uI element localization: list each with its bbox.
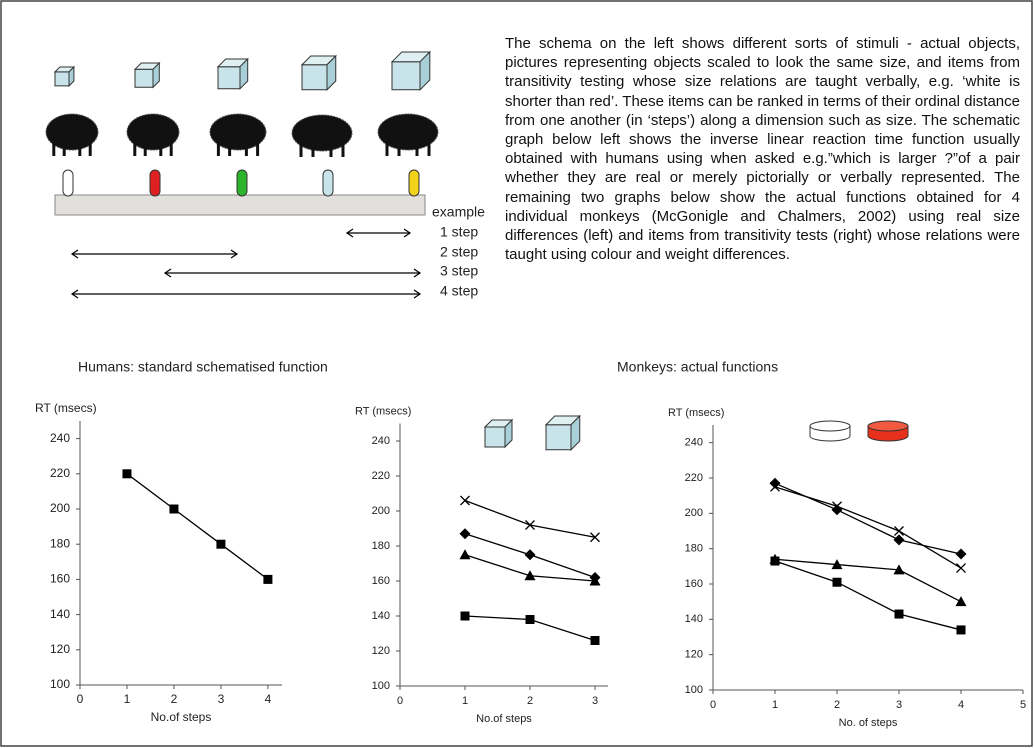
step-label: 4 step bbox=[440, 283, 478, 299]
y-tick-label: 140 bbox=[50, 607, 70, 621]
y-tick-label: 120 bbox=[685, 649, 703, 661]
marker-x bbox=[895, 527, 904, 536]
section-title: Monkeys: actual functions bbox=[617, 359, 778, 375]
marker-x bbox=[461, 496, 470, 505]
cube bbox=[546, 425, 571, 450]
y-tick-label: 180 bbox=[372, 540, 390, 552]
marker-diamond bbox=[894, 534, 905, 545]
y-tick-label: 220 bbox=[372, 470, 390, 482]
peg bbox=[323, 170, 333, 196]
y-tick-label: 140 bbox=[372, 610, 390, 622]
marker-diamond bbox=[460, 528, 471, 539]
cube bbox=[135, 69, 153, 87]
marker-diamond bbox=[770, 478, 781, 489]
x-tick-label: 0 bbox=[77, 692, 84, 706]
marker-square bbox=[771, 557, 780, 566]
x-tick-label: 0 bbox=[710, 699, 716, 711]
y-axis-label: RT (msecs) bbox=[355, 405, 411, 417]
marker-square bbox=[461, 612, 470, 621]
y-tick-label: 140 bbox=[685, 613, 703, 625]
legend-icons bbox=[810, 421, 908, 441]
marker-square bbox=[216, 540, 225, 549]
y-tick-label: 100 bbox=[372, 680, 390, 692]
x-tick-label: 0 bbox=[397, 695, 403, 707]
x-axis-label: No.of steps bbox=[151, 710, 212, 724]
series-line bbox=[775, 559, 961, 601]
y-tick-label: 120 bbox=[50, 642, 70, 656]
peg bbox=[150, 170, 160, 196]
marker-triangle bbox=[956, 596, 967, 606]
x-tick-label: 3 bbox=[592, 695, 598, 707]
y-axis-label: RT (msecs) bbox=[668, 407, 724, 419]
marker-diamond bbox=[832, 504, 843, 515]
peg bbox=[63, 170, 73, 196]
marker-triangle bbox=[525, 570, 536, 580]
x-tick-label: 2 bbox=[527, 695, 533, 707]
y-tick-label: 220 bbox=[50, 466, 70, 480]
x-tick-label: 1 bbox=[462, 695, 468, 707]
schema: example 1 step 2 step 3 step 4 step bbox=[55, 195, 485, 299]
marker-square bbox=[122, 469, 131, 478]
example-label: example bbox=[432, 204, 485, 220]
x-tick-label: 4 bbox=[958, 699, 964, 711]
y-tick-label: 220 bbox=[685, 472, 703, 484]
marker-square bbox=[526, 615, 535, 624]
marker-diamond bbox=[525, 549, 536, 560]
cube bbox=[302, 65, 327, 90]
peg bbox=[409, 170, 419, 196]
series-line bbox=[127, 474, 268, 580]
series-line bbox=[775, 561, 961, 630]
y-tick-label: 160 bbox=[685, 578, 703, 590]
y-tick-label: 180 bbox=[685, 543, 703, 555]
marker-triangle bbox=[460, 549, 471, 559]
marker-square bbox=[263, 575, 272, 584]
step-label: 2 step bbox=[440, 244, 478, 260]
section-title: Humans: standard schematised function bbox=[78, 359, 328, 375]
x-tick-label: 4 bbox=[265, 692, 272, 706]
y-tick-label: 120 bbox=[372, 645, 390, 657]
description: The schema on the left shows different s… bbox=[505, 34, 1020, 264]
step-label: 3 step bbox=[440, 263, 478, 279]
y-tick-label: 200 bbox=[50, 501, 70, 515]
series-line bbox=[465, 501, 595, 538]
marker-square bbox=[895, 610, 904, 619]
page: example 1 step 2 step 3 step 4 step Huma… bbox=[0, 0, 1034, 748]
y-tick-label: 160 bbox=[372, 575, 390, 587]
x-tick-label: 1 bbox=[124, 692, 131, 706]
cube bbox=[55, 72, 69, 86]
y-tick-label: 240 bbox=[50, 431, 70, 445]
arrows bbox=[72, 229, 420, 298]
marker-diamond bbox=[956, 548, 967, 559]
x-tick-label: 1 bbox=[772, 699, 778, 711]
y-tick-label: 200 bbox=[372, 505, 390, 517]
marker-square bbox=[591, 636, 600, 645]
y-tick-label: 240 bbox=[372, 435, 390, 447]
y-tick-label: 160 bbox=[50, 572, 70, 586]
y-tick-label: 100 bbox=[685, 684, 703, 696]
peg bbox=[237, 170, 247, 196]
x-tick-label: 3 bbox=[896, 699, 902, 711]
x-axis-label: No. of steps bbox=[839, 717, 898, 729]
cube bbox=[218, 67, 240, 89]
y-tick-label: 180 bbox=[50, 536, 70, 550]
x-tick-label: 5 bbox=[1020, 699, 1026, 711]
y-tick-label: 240 bbox=[685, 437, 703, 449]
marker-square bbox=[833, 578, 842, 587]
marker-square bbox=[169, 505, 178, 514]
cube bbox=[392, 62, 420, 90]
marker-x bbox=[957, 564, 966, 573]
x-axis-label: No.of steps bbox=[476, 713, 532, 725]
x-tick-label: 3 bbox=[218, 692, 225, 706]
cube bbox=[485, 427, 505, 447]
y-tick-label: 200 bbox=[685, 507, 703, 519]
y-tick-label: 100 bbox=[50, 677, 70, 691]
x-tick-label: 2 bbox=[171, 692, 178, 706]
step-label: 1 step bbox=[440, 224, 478, 240]
board bbox=[55, 195, 425, 215]
x-tick-label: 2 bbox=[834, 699, 840, 711]
series-line bbox=[775, 487, 961, 568]
marker-square bbox=[957, 625, 966, 634]
y-axis-label: RT (msecs) bbox=[35, 401, 97, 415]
